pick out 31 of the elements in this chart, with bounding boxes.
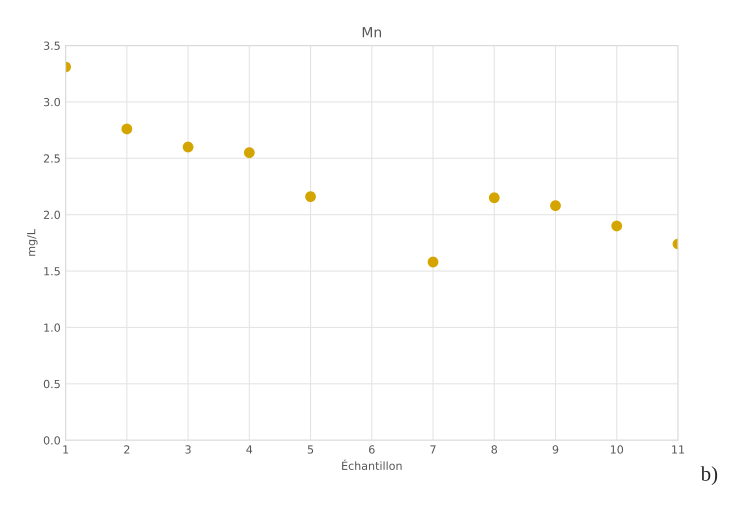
x-tick-label: 1 <box>63 445 68 454</box>
x-tick-label: 4 <box>246 445 252 454</box>
x-tick-label: 2 <box>124 445 130 454</box>
y-tick-label: 1.0 <box>44 323 60 332</box>
y-tick-label: 3.5 <box>44 42 60 50</box>
x-tick-label: 5 <box>308 445 314 454</box>
x-tick-label: 3 <box>185 445 191 454</box>
y-tick-label: 0.5 <box>44 380 60 388</box>
x-tick-label: 7 <box>430 445 436 454</box>
y-tick-label: 3.0 <box>44 98 60 106</box>
x-tick-label: 9 <box>552 445 558 454</box>
x-tick-label: 6 <box>369 445 375 454</box>
y-tick-label: 2.5 <box>44 154 60 163</box>
x-tick-label: 8 <box>491 445 498 454</box>
x-tick-label: 11 <box>672 445 684 454</box>
text: b) <box>700 466 718 486</box>
point <box>428 256 438 268</box>
point <box>121 124 132 134</box>
y-tick-label: 2.0 <box>44 210 60 220</box>
chart-title: Mn <box>362 27 382 38</box>
point <box>182 142 194 152</box>
point <box>488 192 500 204</box>
y-tick-label: 0.0 <box>44 436 60 445</box>
point <box>550 200 561 212</box>
y-tick-label: 1.5 <box>44 267 60 276</box>
point <box>305 191 316 202</box>
y-axis-title: mg/L <box>27 229 38 256</box>
x-axis-title: Échantillon <box>342 460 402 470</box>
point <box>611 220 622 232</box>
x-tick-label: 10 <box>610 445 624 454</box>
point <box>244 147 255 158</box>
